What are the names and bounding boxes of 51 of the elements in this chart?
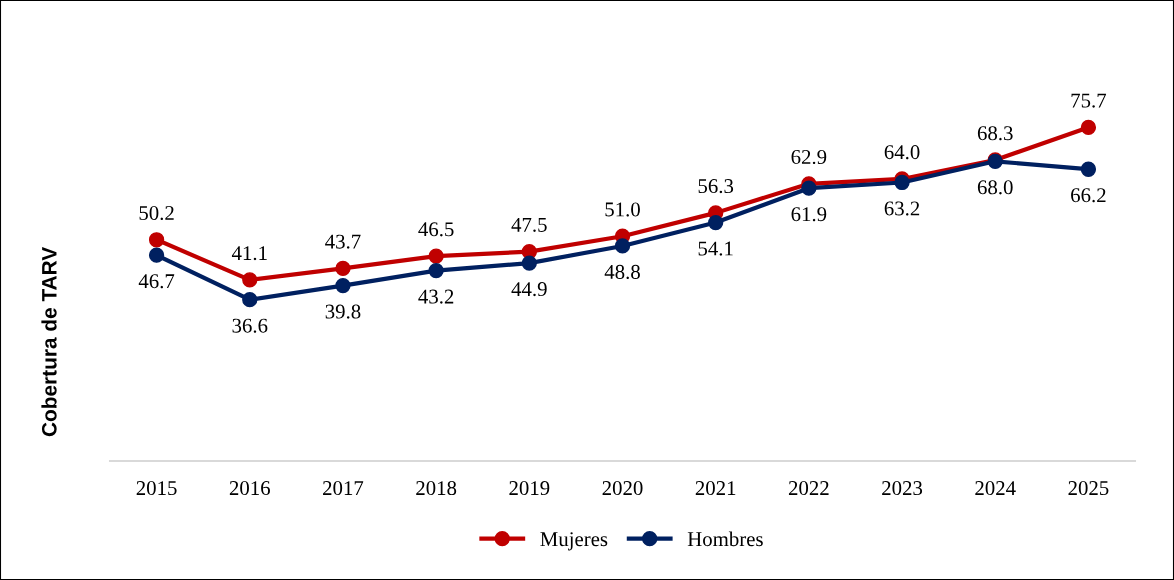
point [335, 260, 351, 277]
data-label: 68.0 [977, 180, 1013, 195]
data-label: 36.6 [232, 318, 268, 333]
x-tick-label: 2023 [882, 481, 923, 496]
x-tick-label: 2025 [1068, 481, 1109, 496]
point [1080, 119, 1097, 136]
x-tick-label: 2019 [509, 481, 550, 496]
legend-label: Mujeres [540, 532, 608, 551]
point [428, 248, 444, 264]
x-tick-label: 2024 [975, 481, 1016, 496]
data-label: 61.9 [791, 207, 827, 222]
point [335, 277, 351, 294]
point [801, 180, 817, 196]
data-label: 50.2 [139, 205, 174, 221]
legend-label: Hombres [687, 531, 763, 547]
x-tick-label: 2016 [229, 481, 270, 496]
data-label: 54.1 [698, 241, 733, 256]
point [708, 214, 724, 231]
data-label: 48.8 [604, 264, 640, 280]
x-tick-label: 2022 [788, 481, 829, 496]
data-label: 46.5 [418, 222, 454, 237]
data-label: 41.1 [231, 246, 267, 261]
x-tick-label: 2017 [323, 481, 364, 496]
point [1080, 161, 1097, 177]
point [614, 238, 631, 254]
y-axis-title: Cobertura de TARV [41, 246, 57, 437]
x-tick-label: 2018 [416, 481, 457, 496]
data-label: 43.2 [418, 289, 454, 304]
x-tick-label: 2021 [695, 481, 736, 496]
x-tick-label: 2020 [602, 481, 643, 496]
data-label: 47.5 [511, 217, 547, 232]
data-label: 75.7 [1071, 93, 1107, 108]
data-label: 43.7 [325, 234, 361, 249]
point [242, 292, 258, 308]
data-label: 39.8 [325, 304, 361, 319]
data-label: 64.0 [884, 145, 920, 160]
data-label: 56.3 [698, 179, 734, 194]
data-label: 51.0 [605, 202, 640, 217]
data-label: 44.9 [511, 282, 547, 297]
data-label: 46.7 [138, 274, 175, 289]
point [428, 262, 444, 279]
point [148, 232, 165, 248]
data-label: 68.3 [977, 126, 1013, 141]
data-label: 62.9 [791, 150, 827, 165]
data-label: 63.2 [884, 201, 920, 216]
point [148, 247, 165, 263]
data-label: 66.2 [1071, 188, 1106, 203]
x-tick-label: 2015 [136, 481, 177, 496]
point [521, 255, 537, 271]
point [242, 272, 258, 288]
point [894, 174, 910, 191]
